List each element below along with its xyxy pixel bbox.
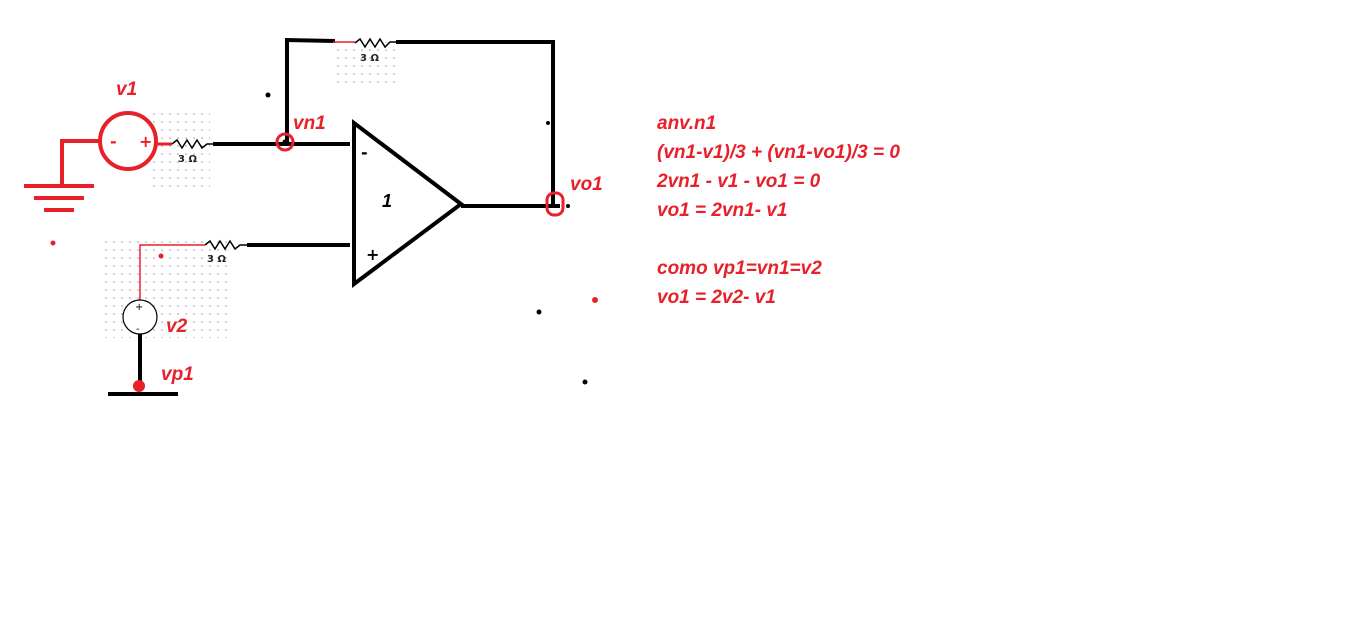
grid-v2-source xyxy=(100,238,230,338)
node-vp1 xyxy=(133,380,145,392)
label-v2: v2 xyxy=(166,316,188,337)
opamp-gain-label: 1 xyxy=(382,191,392,211)
equations-block: anv.n1 (vn1-v1)/3 + (vn1-vo1)/3 = 0 2vn1… xyxy=(656,113,900,308)
node-vn1 xyxy=(275,132,295,152)
v1-plus-sign: + xyxy=(139,132,152,151)
opamp-plus-sign: + xyxy=(366,245,379,264)
equation-line: vo1 = 2vn1- v1 xyxy=(657,200,787,221)
stray-marks xyxy=(50,92,598,385)
label-v1: v1 xyxy=(116,79,137,100)
v2-plus-sign: + xyxy=(135,302,143,313)
opamp-minus-sign: - xyxy=(361,143,368,162)
label-vn1: vn1 xyxy=(293,113,326,134)
ground-v1 xyxy=(24,139,100,212)
v2-resistor xyxy=(204,239,247,251)
feedback-wire xyxy=(285,37,555,207)
equation-line: anv.n1 xyxy=(657,113,716,134)
voltage-source-v1 xyxy=(98,111,158,171)
label-vo1: vo1 xyxy=(570,174,603,195)
equation-line: (vn1-v1)/3 + (vn1-vo1)/3 = 0 xyxy=(657,142,900,163)
v2-minus-sign: - xyxy=(136,324,140,335)
equation-line: como vp1=vn1=v2 xyxy=(657,258,822,279)
v1-resistor xyxy=(171,138,213,150)
v2-resistor-label: 3 Ω xyxy=(207,254,226,265)
equation-line: vo1 = 2v2- v1 xyxy=(657,287,776,308)
v1-minus-sign: - xyxy=(110,132,117,151)
node-vo1 xyxy=(545,191,565,217)
feedback-resistor-label: 3 Ω xyxy=(360,53,379,64)
opamp-triangle xyxy=(352,118,465,288)
grid-v1-resistor xyxy=(150,110,210,188)
node-vn1-dot xyxy=(282,139,288,145)
feedback-resistor xyxy=(354,37,398,49)
label-vp1: vp1 xyxy=(161,364,194,385)
equation-line: 2vn1 - v1 - vo1 = 0 xyxy=(656,171,821,192)
v1-resistor-label: 3 Ω xyxy=(178,154,197,165)
grid-feedback-resistor xyxy=(335,42,395,86)
v2-red-lead xyxy=(139,244,205,300)
